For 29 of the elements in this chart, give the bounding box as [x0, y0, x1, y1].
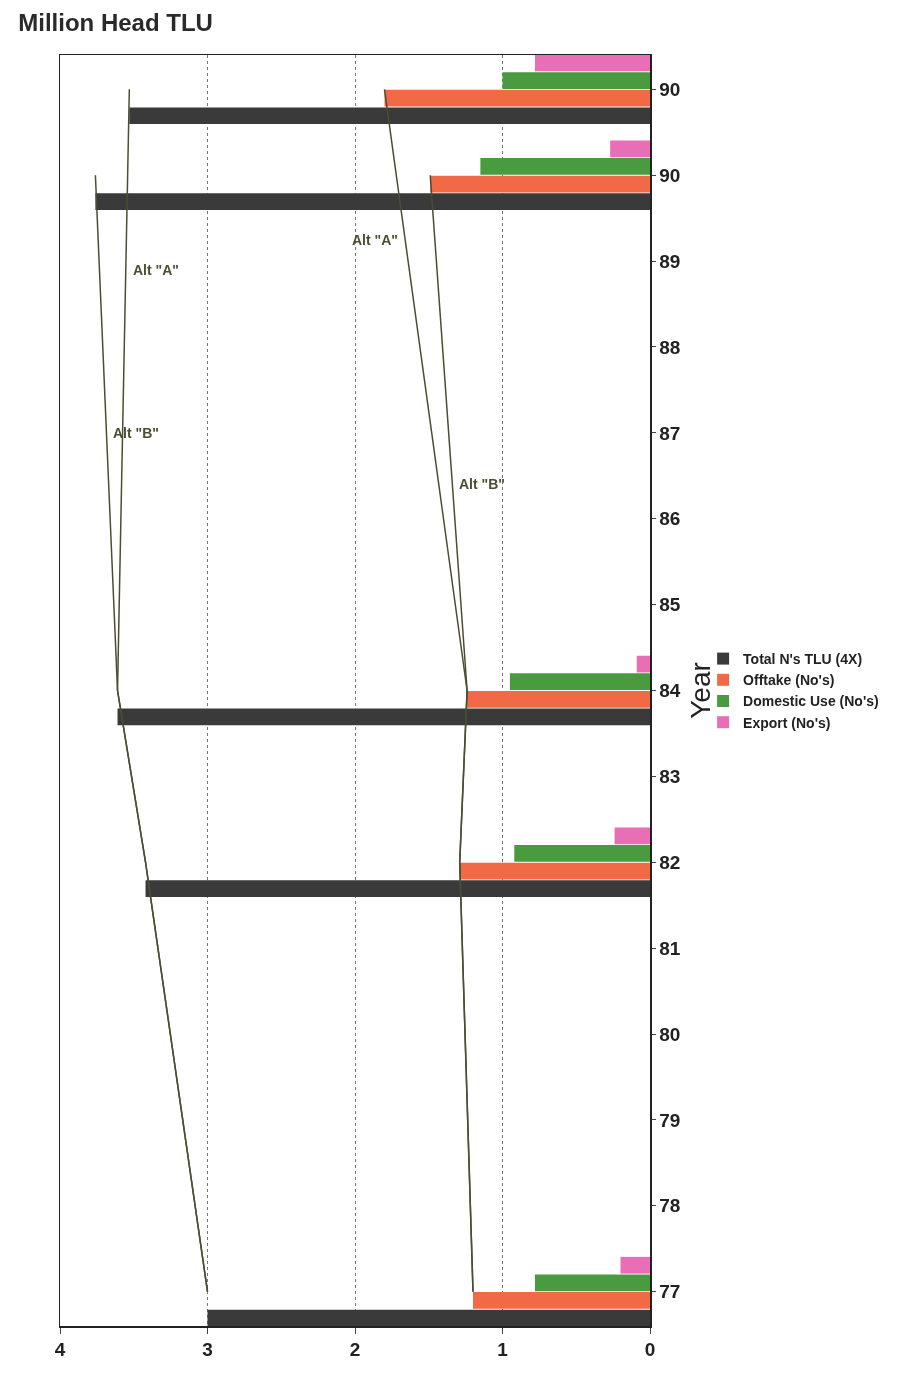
- legend-label: Domestic Use (No's): [743, 693, 879, 710]
- y-tick-label: 83: [659, 766, 681, 788]
- y-tick-label: 82: [659, 851, 681, 873]
- legend-label: Offtake (No's): [743, 672, 835, 689]
- legend-label: Export (No's): [743, 714, 831, 731]
- y-tick-label: 78: [659, 1195, 681, 1217]
- y-tick-label: 88: [659, 336, 681, 358]
- legend-label: Total N's TLU (4X): [743, 651, 863, 668]
- y-tick-label: 81: [659, 937, 681, 959]
- y-tick-label: 86: [659, 508, 681, 530]
- y-tick-label: 90: [659, 79, 681, 100]
- y-tick-label: 87: [659, 422, 681, 444]
- x-tick-label: 2: [349, 1339, 361, 1361]
- x-tick-label: 0: [644, 1339, 656, 1361]
- chart-title: Million Head TLU: [18, 8, 213, 36]
- y-tick-label: 90: [659, 164, 681, 186]
- series-label: Alt "A": [133, 262, 179, 278]
- y-tick-label: 79: [659, 1109, 681, 1131]
- y-tick-label: 77: [659, 1281, 681, 1303]
- x-tick-label: 4: [54, 1339, 66, 1361]
- y-axis-title: Year: [684, 662, 716, 719]
- y-tick-label: 85: [659, 594, 681, 616]
- series-label: Alt "B": [459, 476, 505, 492]
- x-tick-label: 1: [497, 1339, 509, 1361]
- series-label: Alt "A": [352, 232, 398, 248]
- x-tick-label: 3: [202, 1339, 213, 1361]
- y-tick-label: 80: [659, 1023, 681, 1045]
- y-tick-label: 84: [659, 680, 681, 702]
- y-tick-label: 89: [659, 250, 681, 272]
